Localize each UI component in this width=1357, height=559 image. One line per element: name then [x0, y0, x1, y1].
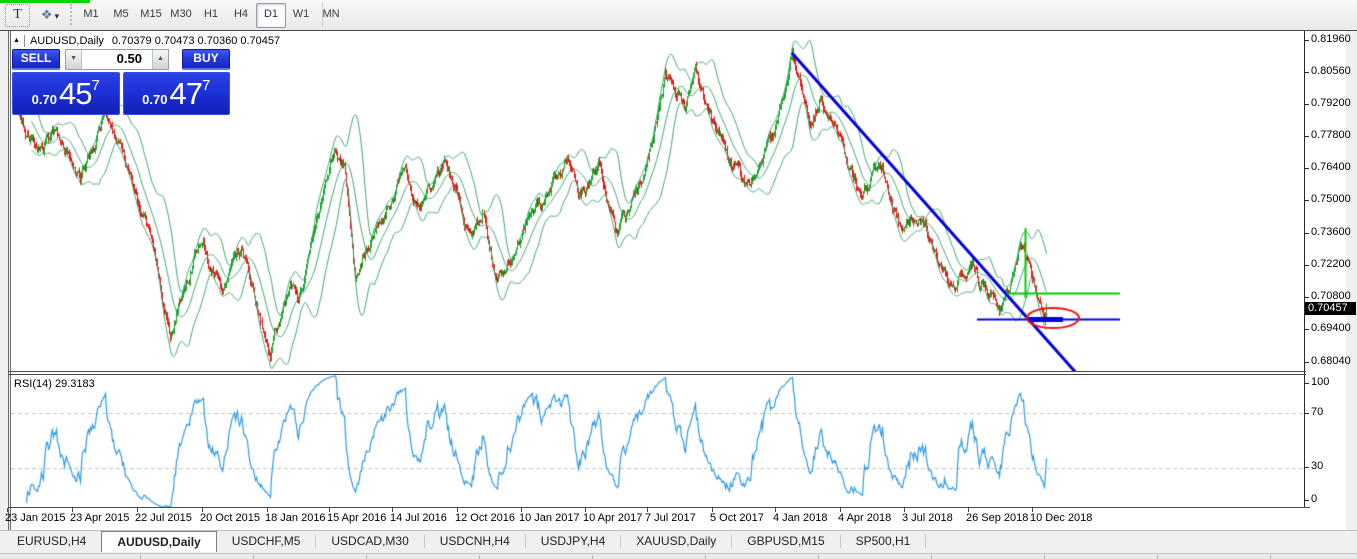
chart-window-left-border-2	[10, 31, 11, 530]
tab-bar-top-border	[0, 530, 1357, 531]
tab-sp500[interactable]: SP500,H1	[855, 534, 911, 548]
time-axis-line	[8, 507, 1310, 508]
timeframe-button-m15[interactable]: M15	[140, 8, 162, 20]
panel-separator-top[interactable]	[8, 371, 1306, 372]
buy-price-big: 47	[169, 75, 202, 111]
tab-usdchf[interactable]: USDCHF,M5	[231, 534, 301, 548]
current-price-tag: 0.70457	[1305, 302, 1356, 315]
sell-button[interactable]: SELL	[12, 49, 61, 70]
collapse-triangle-icon[interactable]: ▲	[13, 37, 20, 44]
objects-dropdown-button[interactable]: ❖ ▾	[33, 4, 67, 25]
timeframe-button-mn[interactable]: MN	[322, 8, 340, 20]
chart-header: ▲ AUDUSD,Daily 0.70379 0.70473 0.70360 0…	[13, 34, 280, 47]
objects-icon: ❖	[40, 7, 53, 22]
tab-audusd[interactable]: AUDUSD,Daily	[101, 531, 217, 552]
chevron-down-icon: ▾	[54, 11, 60, 21]
volume-stepper: ▼ 0.50 ▲	[65, 49, 169, 70]
timeframe-button-w1[interactable]: W1	[292, 8, 310, 20]
toolbar: T ❖ ▾ M1 M5 M15 M30 H1 H4 D1 W1 MN	[0, 0, 1357, 30]
tab-usdcnh[interactable]: USDCNH,H4	[439, 534, 510, 548]
timeframe-button-m5[interactable]: M5	[113, 8, 129, 20]
tab-divider	[731, 535, 733, 548]
status-divider	[1044, 555, 1045, 559]
volume-decrease-button[interactable]: ▼	[66, 50, 83, 69]
tab-gbpusd[interactable]: GBPUSD,M15	[747, 534, 825, 548]
tab-divider	[620, 535, 622, 548]
timeframe-button-m1[interactable]: M1	[83, 8, 99, 20]
sell-price-display[interactable]: 0.70 45 7	[12, 72, 120, 115]
status-divider	[140, 555, 141, 559]
panel-separator-bottom[interactable]	[8, 374, 1306, 375]
status-divider	[592, 555, 593, 559]
status-divider	[1157, 555, 1158, 559]
timeframe-group: M1 M5 M15 M30 H1 H4 D1 W1 MN	[76, 3, 346, 28]
sell-price-pip: 7	[91, 77, 100, 94]
bottom-strip	[0, 553, 1357, 559]
status-divider	[818, 555, 819, 559]
volume-increase-button[interactable]: ▲	[151, 50, 168, 69]
tab-bar: EURUSD,H4 AUDUSD,Daily USDCHF,M5 USDCAD,M30…	[2, 531, 927, 552]
timeframe-button-m30[interactable]: M30	[170, 8, 192, 20]
one-click-trade-panel: SELL ▼ 0.50 ▲ BUY 0.70 45 7 0.70 47 7	[12, 49, 230, 115]
status-divider	[705, 555, 706, 559]
rsi-canvas[interactable]	[11, 375, 1304, 507]
toolbar-separator-2	[322, 3, 323, 27]
toolbar-separator	[70, 4, 72, 25]
tab-divider	[423, 535, 425, 548]
volume-value[interactable]: 0.50	[116, 51, 142, 66]
sell-price-base: 0.70	[31, 92, 57, 107]
timeframe-button-d1[interactable]: D1	[256, 3, 286, 28]
price-axis-line	[1304, 31, 1305, 508]
tab-divider	[839, 535, 841, 548]
text-tool-button[interactable]: T	[5, 4, 30, 27]
sell-price-big: 45	[58, 75, 92, 111]
tab-divider	[524, 535, 526, 548]
timeframe-button-h4[interactable]: H4	[233, 8, 249, 20]
chart-window-top-border	[0, 30, 1357, 31]
tab-eurusd[interactable]: EURUSD,H4	[17, 534, 87, 548]
rsi-indicator-label: RSI(14) 29.3183	[14, 378, 95, 390]
status-divider	[1270, 555, 1271, 559]
status-divider	[366, 555, 367, 559]
tab-xauusd[interactable]: XAUUSD,Daily	[636, 534, 717, 548]
tab-divider	[925, 535, 927, 548]
buy-price-base: 0.70	[142, 92, 168, 107]
buy-price-pip: 7	[201, 77, 211, 94]
buy-price-display[interactable]: 0.70 47 7	[122, 72, 230, 115]
tab-divider	[315, 535, 317, 548]
status-divider	[253, 555, 254, 559]
tab-usdjpy[interactable]: USDJPY,H4	[540, 534, 606, 548]
chart-window-left-border	[8, 31, 9, 530]
status-divider	[479, 555, 480, 559]
chart-ohlc-values: 0.70379 0.70473 0.70360 0.70457	[111, 34, 281, 47]
status-divider	[931, 555, 932, 559]
chart-title: AUDUSD,Daily	[29, 34, 104, 47]
header-divider	[23, 34, 25, 47]
tab-usdcad[interactable]: USDCAD,M30	[331, 534, 409, 548]
timeframe-button-h1[interactable]: H1	[203, 8, 219, 20]
toolbar-accent-line	[0, 0, 90, 3]
buy-button[interactable]: BUY	[181, 49, 230, 70]
